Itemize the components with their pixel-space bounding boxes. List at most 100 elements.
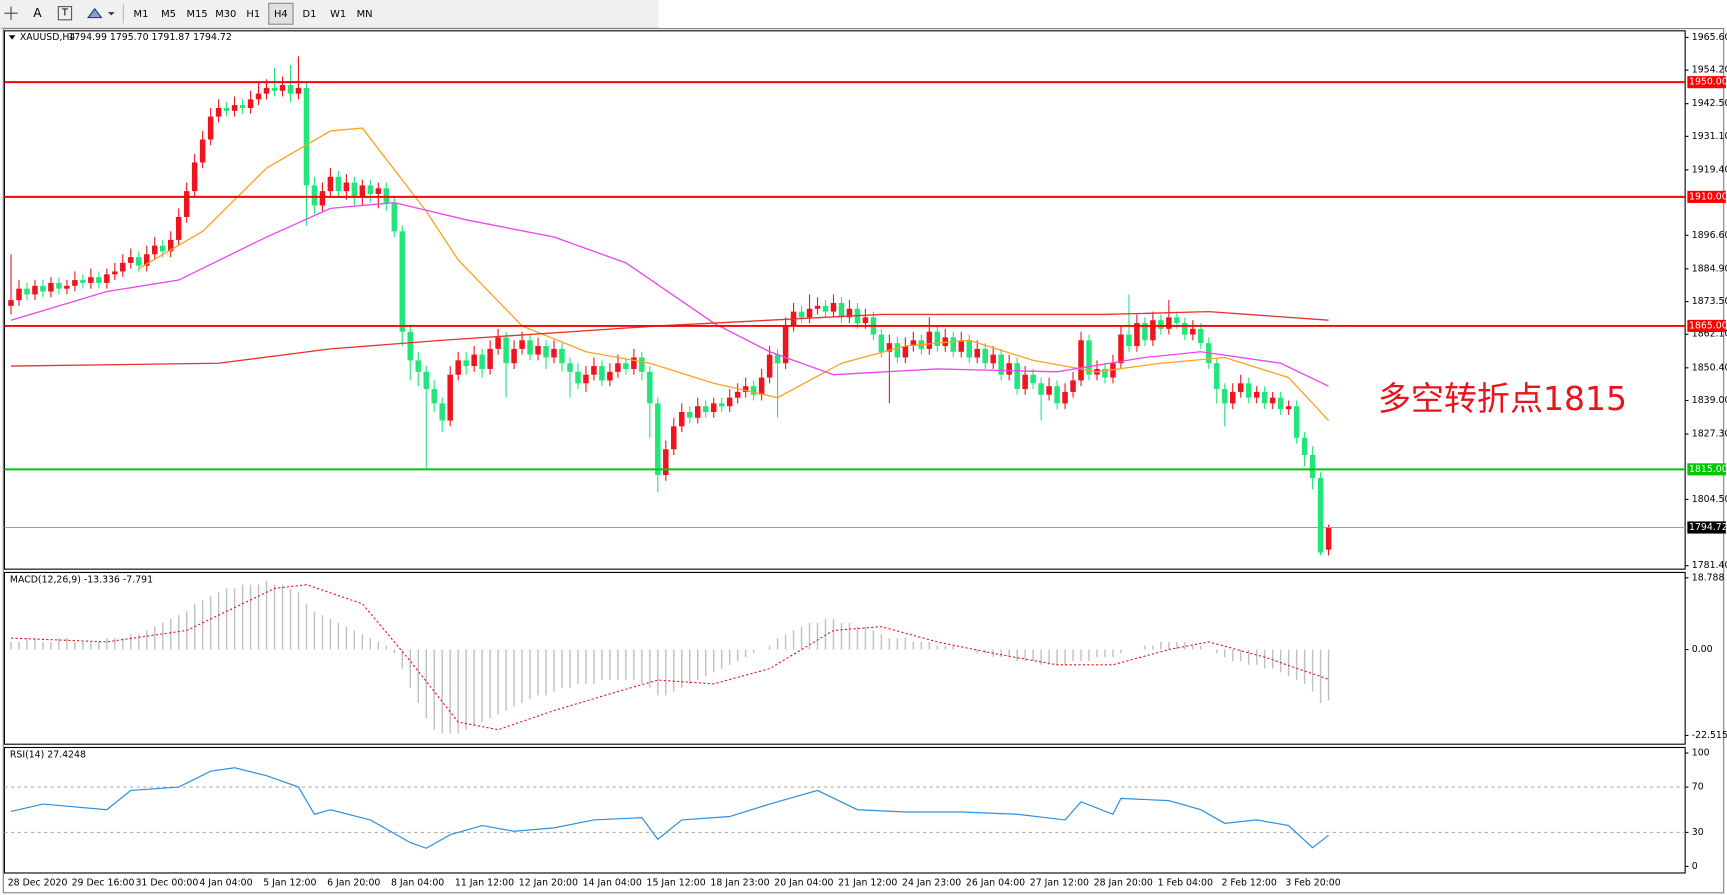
x-tick-label: 27 Jan 12:00	[1030, 877, 1089, 888]
timeframe-button[interactable]: M30	[215, 9, 236, 20]
candle-body	[990, 354, 996, 364]
candle-body	[255, 93, 262, 100]
candle-body	[702, 406, 709, 412]
candle-body	[694, 406, 701, 418]
candle-body	[1046, 386, 1052, 395]
y-tick-label: 1827.30	[1692, 429, 1727, 440]
candle-body	[982, 348, 988, 364]
y-tick-label: 1931.10	[1692, 131, 1727, 142]
candle-body	[471, 354, 477, 367]
candle-body	[710, 403, 717, 412]
chart-window-frame	[2, 28, 1725, 894]
shapes-tool[interactable]	[87, 7, 115, 19]
x-tick-label: 24 Jan 23:00	[902, 877, 961, 888]
y-tick-label: 1884.90	[1692, 263, 1727, 274]
y-tick-label: 1919.40	[1692, 164, 1727, 175]
timeframe-button[interactable]: M15	[187, 9, 208, 20]
level-label: 1794.72	[1689, 522, 1727, 533]
candle-body	[112, 271, 118, 275]
level-label: 1950.00	[1689, 77, 1727, 88]
chart-title: RSI(14) 27.4248	[10, 750, 86, 761]
candle-body	[878, 334, 885, 352]
candle-body	[838, 302, 845, 318]
candle-body	[774, 354, 781, 364]
candle-body	[183, 191, 190, 217]
x-tick-label: 18 Jan 23:00	[710, 877, 769, 888]
candle-body	[391, 202, 398, 232]
candle-body	[1038, 383, 1044, 395]
candle-body	[543, 346, 549, 358]
timeframe-button[interactable]: H1	[246, 9, 260, 20]
crosshair-tool[interactable]	[4, 6, 18, 20]
candle-body	[40, 285, 46, 292]
candle-body	[942, 337, 949, 347]
candle-body	[439, 403, 445, 421]
candle-body	[319, 191, 326, 206]
candle-body	[383, 188, 390, 203]
timeframe-button[interactable]: MN	[357, 9, 373, 20]
candle-body	[559, 348, 565, 364]
timeframe-button[interactable]: W1	[330, 9, 346, 20]
candle-body	[1214, 363, 1220, 390]
candle-body	[159, 245, 166, 252]
candle-body	[894, 343, 901, 358]
candle-body	[303, 87, 310, 186]
candle-body	[175, 216, 182, 240]
candle-body	[1261, 391, 1268, 404]
candle-body	[902, 346, 909, 358]
timeframe-button[interactable]: H4	[274, 9, 288, 20]
candle-body	[495, 337, 501, 349]
candle-body	[575, 371, 581, 384]
x-tick-label: 31 Dec 00:00	[135, 877, 198, 888]
candle-body	[80, 280, 86, 283]
candle-body	[279, 85, 286, 91]
candle-body	[631, 357, 637, 369]
candle-body	[966, 340, 972, 358]
candle-body	[104, 274, 110, 283]
candle-body	[1030, 374, 1036, 384]
candle-body	[655, 403, 661, 476]
candle-body	[359, 185, 366, 197]
y-tick-label: 1781.40	[1692, 560, 1727, 571]
candle-body	[1086, 340, 1092, 375]
candle-body	[48, 282, 54, 292]
x-tick-label: 6 Jan 20:00	[327, 877, 380, 888]
y-tick-label: 18.788	[1692, 572, 1725, 583]
panel-frame	[3, 571, 1686, 745]
candle-body	[120, 262, 126, 272]
candle-body	[1229, 391, 1236, 404]
y-tick-label: 0	[1692, 861, 1698, 872]
timeframe-button[interactable]: D1	[303, 9, 317, 20]
candle-body	[151, 245, 158, 255]
x-tick-label: 5 Jan 12:00	[263, 877, 316, 888]
candle-body	[1078, 340, 1084, 381]
y-tick-label: 30	[1692, 827, 1704, 838]
dropdown-arrow	[107, 12, 115, 16]
text-tool[interactable]: A	[33, 6, 42, 20]
candle-body	[1142, 323, 1148, 341]
x-tick-label: 1 Feb 04:00	[1158, 877, 1213, 888]
candle-body	[1070, 380, 1076, 392]
timeframe-button[interactable]: M5	[161, 9, 176, 20]
candle-body	[862, 317, 869, 324]
x-tick-label: 3 Feb 20:00	[1285, 877, 1340, 888]
annotation: 多空转折点1815	[1378, 379, 1627, 418]
x-tick-label: 14 Jan 04:00	[583, 877, 642, 888]
y-tick-label: 1954.20	[1692, 65, 1727, 76]
candle-body	[910, 340, 917, 347]
y-tick-label: 1839.00	[1692, 395, 1727, 406]
candle-body	[551, 348, 557, 358]
candle-body	[926, 331, 933, 349]
candle-body	[1309, 454, 1316, 478]
candle-body	[806, 308, 813, 318]
label-tool[interactable]: T	[61, 8, 69, 19]
moving-average	[10, 201, 1329, 387]
candle-body	[32, 285, 38, 295]
timeframe-button[interactable]: M1	[134, 9, 149, 20]
panel-frame	[3, 746, 1686, 874]
candle-body	[758, 377, 765, 395]
candle-body	[8, 300, 14, 306]
candle-body	[734, 391, 741, 398]
candle-body	[479, 354, 485, 369]
candle-body	[687, 411, 693, 418]
